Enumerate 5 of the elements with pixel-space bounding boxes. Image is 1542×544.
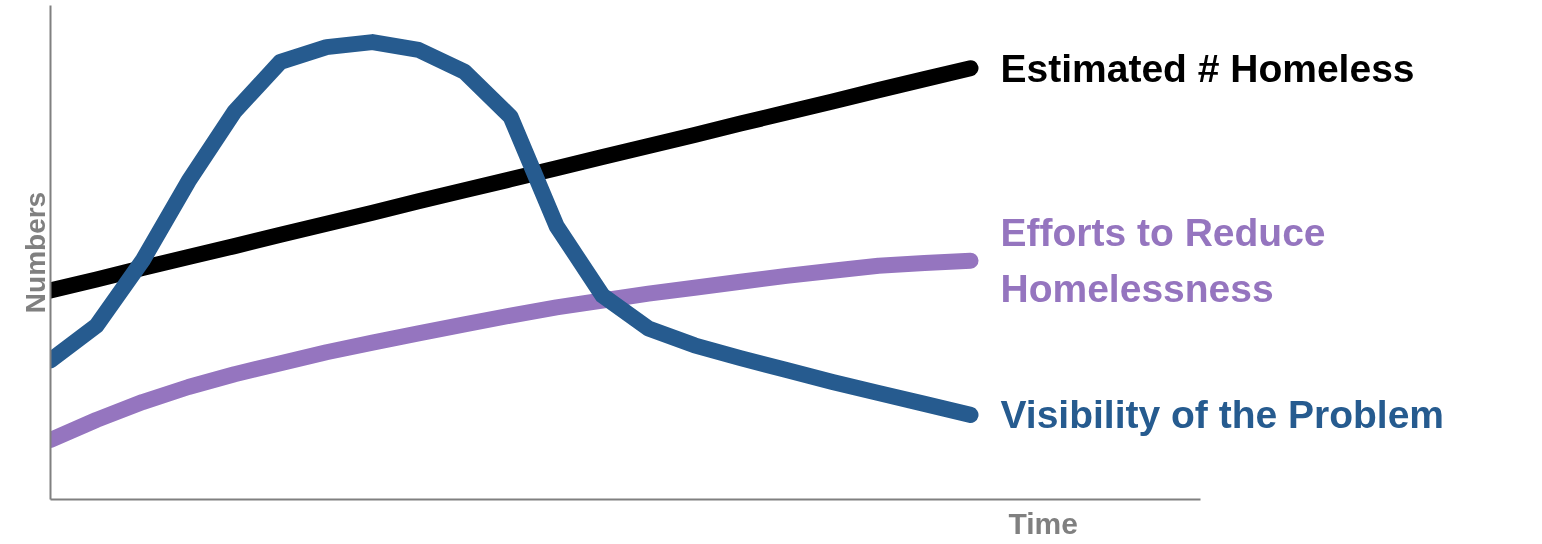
series-label: Visibility of the Problem [1000, 393, 1445, 437]
series-label: Efforts to Reduce Homelessness [1000, 211, 1326, 311]
series-label: Estimated # Homeless [1000, 46, 1415, 90]
x-axis-title: Time [1008, 506, 1078, 540]
y-axis-title: Numbers [19, 191, 51, 314]
